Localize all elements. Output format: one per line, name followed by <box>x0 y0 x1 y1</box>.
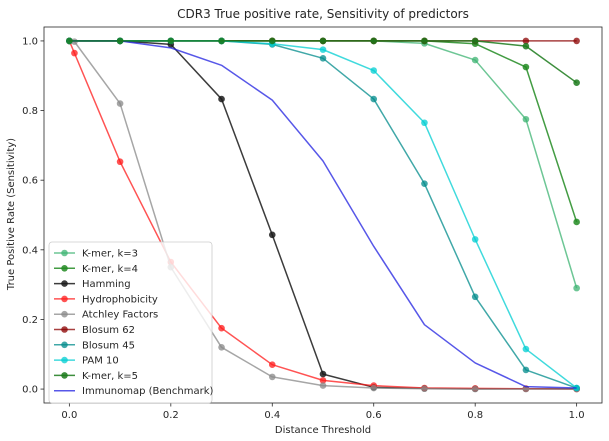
data-point-atchley-factors <box>268 373 276 381</box>
data-point-hydrophobicity <box>218 324 225 332</box>
data-point-pam-10 <box>522 345 530 353</box>
x-tick-label: 0.6 <box>366 410 382 421</box>
legend-item-k-mer-k-4: K-mer, k=4 <box>54 264 138 275</box>
data-point-atchley-factors <box>471 385 479 393</box>
data-point-k-mer-k-5 <box>573 79 580 86</box>
y-tick-label: 0.4 <box>22 245 38 256</box>
data-point-k-mer-k-5 <box>421 37 428 45</box>
x-tick-label: 0.2 <box>163 410 179 421</box>
legend-item-immunomap-benchmark: Immunomap (Benchmark) <box>54 386 213 397</box>
legend-swatch-marker <box>61 249 68 257</box>
data-point-atchley-factors <box>116 100 124 107</box>
data-point-hydrophobicity <box>71 49 78 57</box>
x-tick-label: 0.8 <box>467 410 483 421</box>
data-point-pam-10 <box>319 46 327 53</box>
legend-swatch-marker <box>61 280 68 287</box>
y-tick-label: 0.6 <box>22 176 38 187</box>
legend-swatch-marker <box>61 310 68 318</box>
legend-item-blosum-45: Blosum 45 <box>54 340 135 351</box>
legend-item-atchley-factors: Atchley Factors <box>54 310 158 321</box>
legend-label: K-mer, k=4 <box>82 264 138 275</box>
data-point-k-mer-k-4 <box>573 218 580 226</box>
data-point-k-mer-k-5 <box>319 37 327 45</box>
data-point-blosum-45 <box>319 55 327 62</box>
data-point-k-mer-k-4 <box>522 63 530 71</box>
legend-item-hamming: Hamming <box>54 279 131 290</box>
data-point-k-mer-k-5 <box>370 37 378 45</box>
y-tick-label: 0.0 <box>22 385 38 396</box>
legend-item-k-mer-k-5: K-mer, k=5 <box>54 371 138 382</box>
data-point-hydrophobicity <box>319 377 327 384</box>
legend-label: K-mer, k=3 <box>82 249 138 260</box>
x-tick-label: 0.4 <box>264 410 280 421</box>
legend-swatch-marker <box>61 265 68 272</box>
y-axis-label: True Positive Rate (Sensitivity) <box>6 138 17 291</box>
legend: K-mer, k=3 K-mer, k=4 Hamming Hydrophobicit… <box>48 241 213 404</box>
data-point-k-mer-k-3 <box>522 115 530 123</box>
data-point-atchley-factors <box>218 344 225 351</box>
legend-label: Immunomap (Benchmark) <box>82 386 213 397</box>
data-point-k-mer-k-5 <box>116 37 124 45</box>
data-point-k-mer-k-5 <box>268 37 276 45</box>
y-tick-label: 0.8 <box>22 106 38 117</box>
legend-swatch-marker <box>61 295 68 303</box>
legend-swatch-marker <box>61 356 68 364</box>
plot-area <box>66 37 580 393</box>
legend-item-pam-10: PAM 10 <box>54 356 119 367</box>
data-point-pam-10 <box>370 67 378 74</box>
data-point-blosum-62 <box>573 37 580 45</box>
y-tick-label: 1.0 <box>22 36 38 47</box>
data-point-k-mer-k-5 <box>167 37 175 45</box>
data-point-k-mer-k-5 <box>471 37 479 45</box>
data-point-blosum-45 <box>471 293 479 301</box>
data-point-hydrophobicity <box>116 158 124 166</box>
data-point-atchley-factors <box>421 385 428 393</box>
data-point-hamming <box>218 95 225 103</box>
legend-swatch-marker <box>61 341 68 349</box>
data-point-k-mer-k-5 <box>218 37 225 45</box>
y-tick-label: 0.2 <box>22 315 38 326</box>
data-point-hamming <box>268 231 276 239</box>
data-point-blosum-45 <box>522 366 530 374</box>
data-point-blosum-45 <box>421 180 428 187</box>
data-point-blosum-45 <box>370 95 378 103</box>
data-point-hydrophobicity <box>268 361 276 369</box>
data-point-atchley-factors <box>370 384 378 392</box>
x-axis-label: Distance Threshold <box>275 425 371 436</box>
data-point-blosum-62 <box>522 37 530 45</box>
legend-box <box>48 241 213 404</box>
data-point-hamming <box>319 370 327 378</box>
legend-item-hydrophobicity: Hydrophobicity <box>54 294 158 305</box>
legend-swatch-marker <box>61 372 68 379</box>
data-point-pam-10 <box>573 384 580 392</box>
legend-label: Blosum 45 <box>82 340 135 351</box>
legend-label: PAM 10 <box>82 356 119 367</box>
legend-label: Hydrophobicity <box>82 294 158 305</box>
data-point-atchley-factors <box>319 382 327 389</box>
series-immunomap-benchmark <box>69 40 577 389</box>
data-point-k-mer-k-5 <box>66 37 73 45</box>
data-point-pam-10 <box>421 119 428 127</box>
data-point-pam-10 <box>471 236 479 243</box>
legend-item-k-mer-k-3: K-mer, k=3 <box>54 249 138 260</box>
data-point-k-mer-k-5 <box>522 42 530 50</box>
data-point-k-mer-k-3 <box>573 284 580 292</box>
axes: 0.0 0.2 0.4 0.6 0.8 1.0 0.0 0.2 0.4 0.6 0.8 1.0 <box>22 26 603 421</box>
legend-swatch-marker <box>61 326 68 333</box>
series-line-immunomap-benchmark <box>69 40 577 389</box>
legend-label: Hamming <box>82 279 131 290</box>
legend-label: Atchley Factors <box>82 310 158 321</box>
legend-label: Blosum 62 <box>82 325 135 336</box>
axes-frame <box>43 26 603 404</box>
x-tick-label: 0.0 <box>61 410 77 421</box>
legend-label: K-mer, k=5 <box>82 371 138 382</box>
data-point-k-mer-k-3 <box>471 56 479 64</box>
series-k-mer-k-5 <box>66 37 580 86</box>
chart-title: CDR3 True positive rate, Sensitivity of … <box>177 7 469 21</box>
legend-item-blosum-62: Blosum 62 <box>54 325 135 336</box>
x-tick-label: 1.0 <box>569 410 585 421</box>
series-line-atchley-factors <box>69 40 577 390</box>
